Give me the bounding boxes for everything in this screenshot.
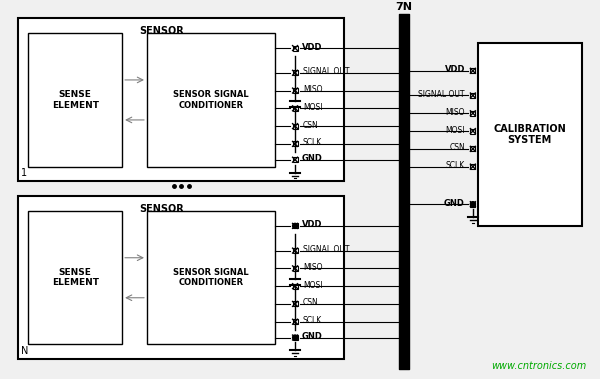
Text: CALIBRATION
SYSTEM: CALIBRATION SYSTEM (493, 124, 566, 145)
Text: MOSI: MOSI (445, 125, 465, 135)
Bar (19, 196, 344, 359)
Text: MOSI: MOSI (303, 281, 322, 290)
Text: N: N (22, 346, 29, 356)
Text: VDD: VDD (302, 42, 322, 52)
Text: SENSOR: SENSOR (139, 204, 184, 214)
Bar (293, 106, 298, 111)
Text: CSN: CSN (303, 298, 319, 307)
Text: SCLK: SCLK (446, 161, 465, 170)
Bar (293, 248, 298, 253)
Circle shape (293, 335, 298, 340)
Bar (470, 164, 475, 169)
Bar (470, 146, 475, 151)
Text: www.cntronics.com: www.cntronics.com (491, 361, 586, 371)
Bar (293, 266, 298, 271)
Text: SIGNAL OUT: SIGNAL OUT (303, 245, 349, 254)
Bar (478, 43, 581, 226)
Text: MISO: MISO (303, 263, 322, 272)
Bar (293, 283, 298, 289)
Bar (470, 93, 475, 98)
Text: SENSOR SIGNAL
CONDITIONER: SENSOR SIGNAL CONDITIONER (173, 268, 249, 287)
Bar (293, 124, 298, 128)
Text: SCLK: SCLK (303, 138, 322, 147)
Text: SCLK: SCLK (303, 316, 322, 325)
Text: 7N: 7N (395, 2, 412, 11)
Bar (293, 141, 298, 146)
Text: MOSI: MOSI (303, 103, 322, 112)
Text: CSN: CSN (303, 121, 319, 130)
Bar (293, 157, 298, 162)
Text: SIGNAL OUT: SIGNAL OUT (418, 90, 465, 99)
Bar (293, 319, 298, 324)
Text: SENSE
ELEMENT: SENSE ELEMENT (52, 268, 99, 287)
Bar (470, 128, 475, 133)
Circle shape (470, 202, 475, 207)
Text: GND: GND (444, 199, 465, 208)
Bar (293, 223, 298, 229)
Text: CSN: CSN (449, 143, 465, 152)
Bar (293, 301, 298, 306)
Bar (147, 33, 275, 167)
Text: SIGNAL OUT: SIGNAL OUT (303, 67, 349, 76)
Text: SENSOR: SENSOR (139, 27, 184, 36)
Bar (470, 68, 475, 73)
Text: SENSOR SIGNAL
CONDITIONER: SENSOR SIGNAL CONDITIONER (173, 90, 249, 110)
Text: VDD: VDD (445, 65, 465, 74)
Bar (470, 111, 475, 116)
Bar (293, 70, 298, 75)
Bar (293, 45, 298, 50)
Bar (147, 211, 275, 345)
Text: MISO: MISO (445, 108, 465, 117)
Text: GND: GND (302, 154, 323, 163)
Bar (293, 335, 298, 340)
Bar (28, 33, 122, 167)
Text: VDD: VDD (302, 221, 322, 229)
Bar (293, 88, 298, 93)
Bar (19, 19, 344, 182)
Bar (28, 211, 122, 345)
Text: 1: 1 (22, 169, 28, 179)
Text: MISO: MISO (303, 85, 322, 94)
Bar (470, 202, 475, 207)
Circle shape (293, 223, 298, 229)
Text: SENSE
ELEMENT: SENSE ELEMENT (52, 90, 99, 110)
Text: GND: GND (302, 332, 323, 341)
